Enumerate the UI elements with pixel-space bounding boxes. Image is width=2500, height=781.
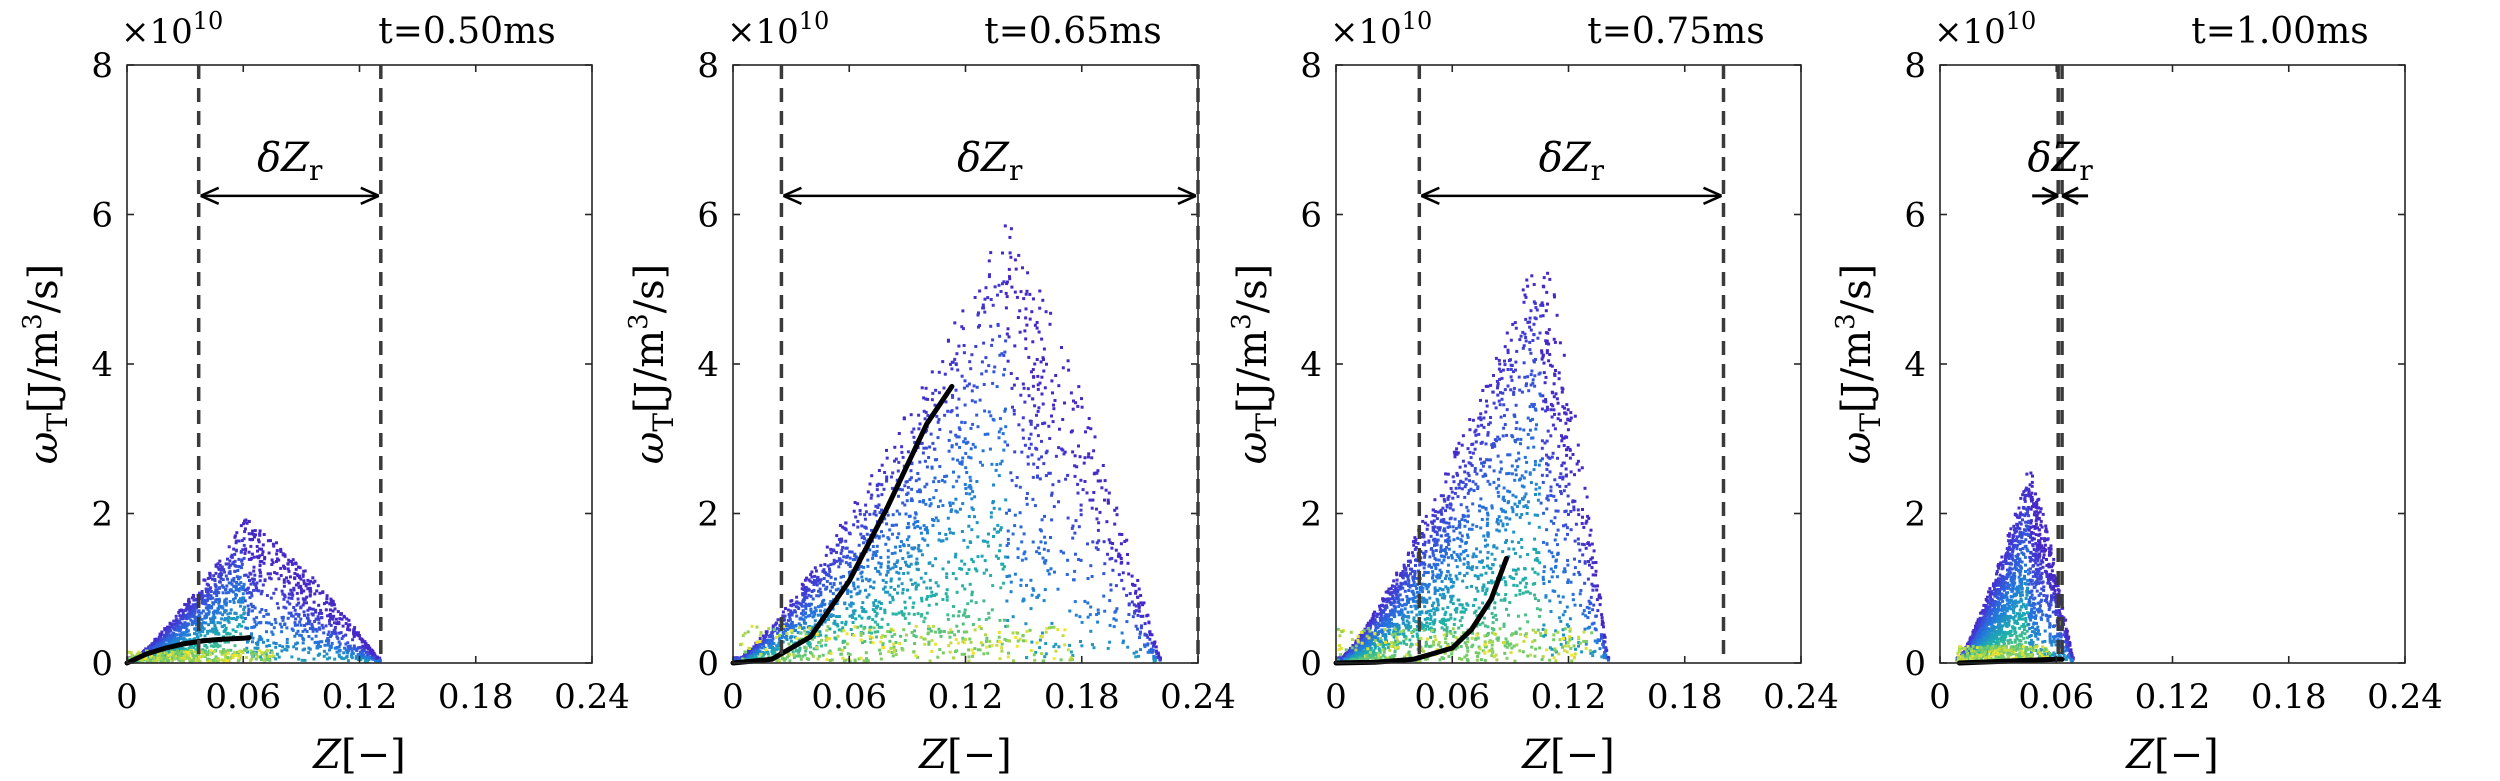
y-axis-label: ωT[J/m3/s] (1831, 264, 1887, 465)
y-tick-label: 6 (1300, 196, 1322, 236)
delta-z-arrow (2032, 186, 2059, 206)
x-tick-label: 0.24 (2367, 677, 2443, 717)
panel-1: 0 0.06 0.12 0.18 0.24 0 2 4 6 8×1010 t=0.50ms Z[−] ω… (18, 7, 630, 778)
x-tick-label: 0 (722, 677, 744, 717)
scatter-cloud (127, 518, 382, 663)
x-tick-label: 0.06 (2018, 677, 2094, 717)
panel-2: 0 0.06 0.12 0.18 0.24 0 2 4 6 8×1010 t=0.65ms Z[−] ω… (624, 7, 1236, 778)
mean-curve (124, 635, 252, 666)
x-tick-label: 0 (116, 677, 138, 717)
delta-z-label: δZr (1539, 135, 1605, 187)
y-exponent: ×1010 (727, 7, 829, 52)
delta-z-label: δZr (957, 135, 1023, 187)
panel-4: 0 0.06 0.12 0.18 0.24 0 2 4 6 8×1010 t=1.00ms Z[−] ω… (1831, 7, 2443, 778)
x-tick-label: 0.18 (438, 677, 514, 717)
y-tick-label: 0 (697, 644, 719, 684)
y-tick-label: 8 (91, 46, 113, 86)
y-tick-label: 4 (91, 345, 113, 385)
x-tick-label: 0.12 (1531, 677, 1607, 717)
y-tick-label: 8 (1300, 46, 1322, 86)
panel-title: t=0.50ms (378, 11, 555, 52)
x-tick-label: 0.18 (1647, 677, 1723, 717)
delta-z-label: δZr (2027, 135, 2093, 187)
x-tick-label: 0.18 (2251, 677, 2327, 717)
x-tick-label: 0.12 (2135, 677, 2211, 717)
scatter-cloud (733, 224, 1162, 663)
scatter-cloud (1955, 471, 2075, 663)
x-axis-label: Z[−] (2124, 732, 2219, 778)
y-tick-label: 4 (1904, 345, 1926, 385)
x-tick-label: 0.06 (205, 677, 281, 717)
y-tick-label: 0 (91, 644, 113, 684)
x-tick-label: 0 (1325, 677, 1347, 717)
y-tick-label: 8 (1904, 46, 1926, 86)
y-tick-label: 6 (697, 196, 719, 236)
panel-3: 0 0.06 0.12 0.18 0.24 0 2 4 6 8×1010 t=0.75ms Z[−] ω… (1227, 7, 1839, 778)
x-tick-label: 0.06 (811, 677, 887, 717)
y-tick-label: 2 (697, 495, 719, 535)
y-tick-label: 6 (1904, 196, 1926, 236)
y-tick-label: 0 (1904, 644, 1926, 684)
y-tick-label: 8 (697, 46, 719, 86)
x-tick-label: 0.24 (1160, 677, 1236, 717)
mean-curve (730, 383, 955, 666)
x-tick-label: 0 (1929, 677, 1951, 717)
axes-box (126, 64, 593, 664)
y-axis-label: ωT[J/m3/s] (1227, 264, 1283, 465)
y-tick-label: 4 (1300, 345, 1322, 385)
x-tick-label: 0.24 (554, 677, 630, 717)
y-tick-label: 2 (1904, 495, 1926, 535)
x-tick-label: 0.06 (1414, 677, 1490, 717)
x-tick-label: 0.12 (928, 677, 1004, 717)
y-axis-label: ωT[J/m3/s] (18, 264, 74, 465)
panel-title: t=1.00ms (2191, 11, 2368, 52)
x-tick-label: 0.18 (1044, 677, 1120, 717)
panel-title: t=0.75ms (1587, 11, 1764, 52)
scatter-cloud (1336, 271, 1611, 663)
y-tick-label: 6 (91, 196, 113, 236)
y-tick-label: 2 (1300, 495, 1322, 535)
delta-z-label: δZr (257, 135, 323, 187)
y-exponent: ×1010 (1330, 7, 1432, 52)
y-exponent: ×1010 (121, 7, 223, 52)
x-axis-label: Z[−] (917, 732, 1012, 778)
x-axis-label: Z[−] (1520, 732, 1615, 778)
y-tick-label: 2 (91, 495, 113, 535)
panel-title: t=0.65ms (984, 11, 1161, 52)
x-axis-label: Z[−] (311, 732, 406, 778)
y-axis-label: ωT[J/m3/s] (624, 264, 680, 465)
x-tick-label: 0.24 (1763, 677, 1839, 717)
y-exponent: ×1010 (1934, 7, 2036, 52)
y-tick-label: 0 (1300, 644, 1322, 684)
y-tick-label: 4 (697, 345, 719, 385)
x-tick-label: 0.12 (322, 677, 398, 717)
